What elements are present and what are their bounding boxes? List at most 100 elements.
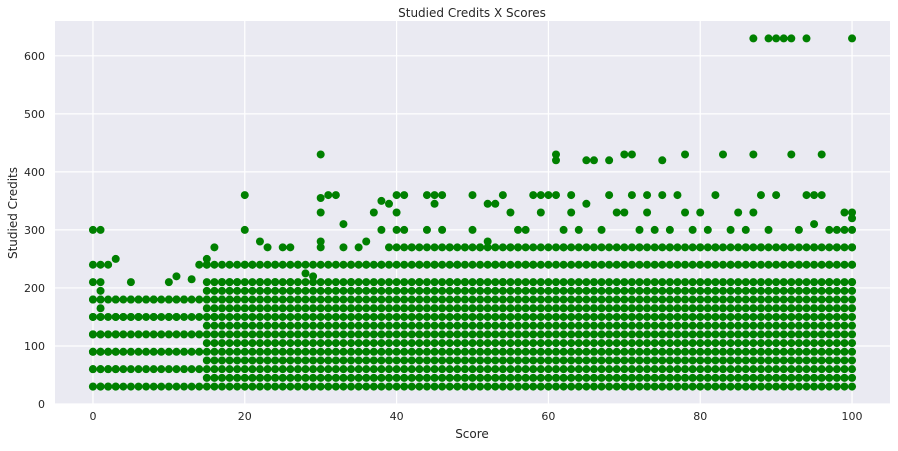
data-point — [142, 330, 151, 339]
data-point — [438, 191, 447, 200]
data-point — [635, 373, 644, 382]
data-point — [438, 373, 447, 382]
data-point — [802, 304, 811, 313]
data-point — [688, 243, 697, 252]
data-point — [445, 365, 454, 374]
data-point — [438, 295, 447, 304]
data-point — [240, 356, 249, 365]
data-point — [673, 356, 682, 365]
data-point — [460, 373, 469, 382]
data-point — [794, 373, 803, 382]
data-point — [271, 260, 280, 269]
data-point — [734, 382, 743, 391]
data-point — [278, 243, 287, 252]
data-point — [119, 347, 128, 356]
data-point — [453, 304, 462, 313]
data-point — [597, 286, 606, 295]
data-point — [476, 321, 485, 330]
data-point — [309, 382, 318, 391]
data-point — [369, 312, 378, 321]
data-point — [741, 225, 750, 234]
data-point — [263, 356, 272, 365]
data-point — [703, 304, 712, 313]
data-point — [476, 312, 485, 321]
data-point — [483, 312, 492, 321]
data-point — [377, 373, 386, 382]
data-point — [726, 312, 735, 321]
data-point — [514, 382, 523, 391]
data-point — [825, 330, 834, 339]
data-point — [529, 295, 538, 304]
data-point — [202, 254, 211, 263]
data-point — [514, 373, 523, 382]
data-point — [491, 339, 500, 348]
data-point — [703, 225, 712, 234]
data-point — [422, 312, 431, 321]
data-point — [187, 295, 196, 304]
data-point — [658, 330, 667, 339]
data-point — [271, 286, 280, 295]
data-point — [164, 330, 173, 339]
data-point — [331, 347, 340, 356]
data-point — [96, 278, 105, 287]
data-point — [764, 225, 773, 234]
data-point — [810, 373, 819, 382]
data-point — [635, 321, 644, 330]
data-point — [719, 382, 727, 391]
data-point — [195, 295, 204, 304]
data-point — [354, 304, 363, 313]
data-point — [567, 295, 576, 304]
data-point — [369, 321, 378, 330]
data-point — [529, 356, 538, 365]
data-point — [407, 304, 416, 313]
data-point — [794, 321, 803, 330]
data-point — [749, 286, 758, 295]
data-point — [787, 382, 796, 391]
data-point — [96, 304, 105, 313]
data-point — [476, 356, 485, 365]
data-point — [438, 347, 447, 356]
data-point — [316, 365, 325, 374]
data-point — [658, 312, 667, 321]
data-point — [840, 295, 849, 304]
data-point — [278, 347, 287, 356]
data-point — [802, 243, 811, 252]
data-point — [848, 214, 857, 223]
data-point — [817, 260, 826, 269]
data-point — [233, 382, 242, 391]
data-point — [825, 243, 834, 252]
data-point — [848, 330, 857, 339]
data-point — [88, 260, 97, 269]
data-point — [392, 295, 401, 304]
data-point — [202, 321, 211, 330]
data-point — [468, 295, 477, 304]
data-point — [339, 286, 348, 295]
data-point — [605, 365, 614, 374]
data-point — [438, 260, 447, 269]
data-point — [263, 304, 272, 313]
data-point — [476, 330, 485, 339]
data-point — [233, 295, 242, 304]
data-point — [825, 286, 834, 295]
data-point — [635, 356, 644, 365]
data-point — [665, 243, 674, 252]
data-point — [202, 382, 211, 391]
data-point — [711, 330, 720, 339]
data-point — [756, 365, 765, 374]
data-point — [559, 321, 568, 330]
data-point — [453, 339, 462, 348]
data-point — [255, 304, 264, 313]
data-point — [248, 356, 257, 365]
data-point — [582, 330, 591, 339]
data-point — [779, 373, 788, 382]
data-point — [810, 365, 819, 374]
data-point — [468, 191, 477, 200]
data-point — [309, 330, 318, 339]
data-point — [612, 243, 621, 252]
data-point — [681, 243, 690, 252]
data-point — [210, 243, 219, 252]
data-point — [612, 286, 621, 295]
data-point — [240, 191, 249, 200]
data-point — [703, 278, 712, 287]
data-point — [726, 365, 735, 374]
